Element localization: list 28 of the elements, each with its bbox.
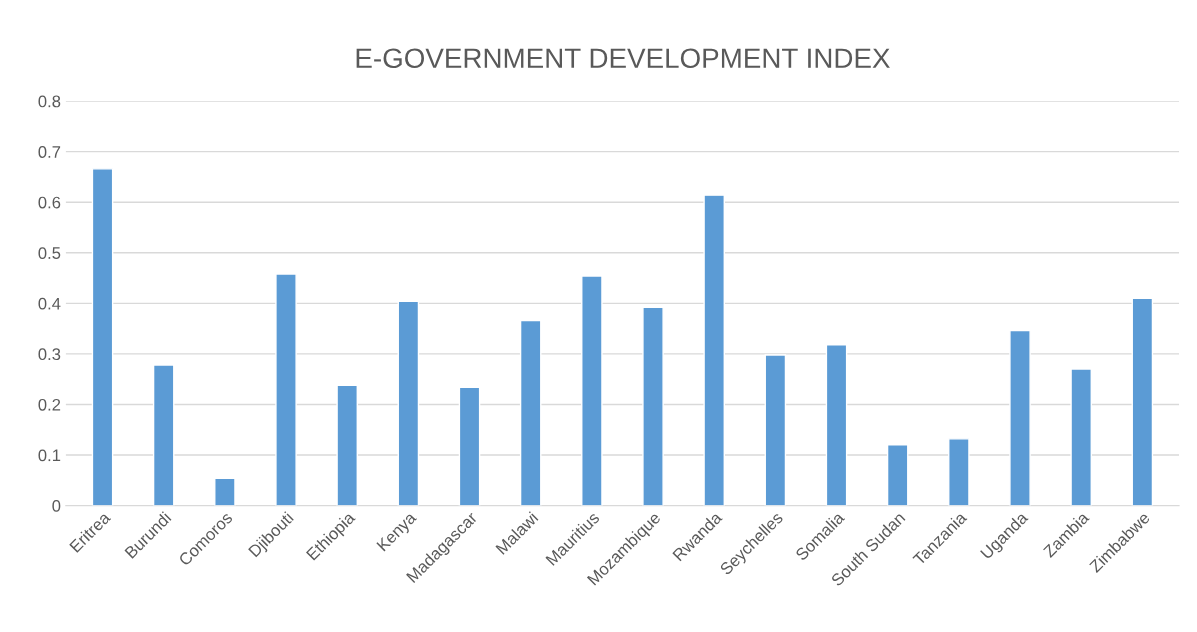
bar — [1009, 329, 1031, 506]
y-tick-label: 0.4 — [38, 297, 61, 310]
bar — [764, 354, 787, 506]
y-tick-label: 0.2 — [38, 398, 61, 411]
bar — [275, 273, 297, 506]
bar — [642, 306, 664, 506]
y-tick-label: 0.6 — [38, 196, 61, 209]
y-tick-label: 0.8 — [38, 95, 61, 108]
bar — [91, 168, 114, 506]
bar — [397, 300, 420, 506]
bar — [886, 444, 909, 506]
y-tick-label: 0.7 — [38, 146, 61, 158]
y-tick-label: 0 — [52, 500, 61, 512]
bar — [519, 319, 542, 506]
y-tick-label: 0.3 — [38, 348, 61, 361]
bar — [1070, 368, 1092, 506]
y-tick-label: 0.5 — [38, 247, 61, 259]
bar — [1131, 297, 1154, 506]
bar — [703, 194, 725, 506]
bar — [825, 344, 848, 506]
y-tick-label: 0.1 — [38, 449, 61, 462]
bar — [214, 477, 236, 506]
bar — [948, 438, 970, 506]
bar — [458, 386, 481, 506]
chart-title: E-GOVERNMENT DEVELOPMENT INDEX — [356, 48, 890, 69]
bar — [152, 364, 175, 506]
bar — [581, 275, 603, 506]
bar — [336, 384, 358, 506]
